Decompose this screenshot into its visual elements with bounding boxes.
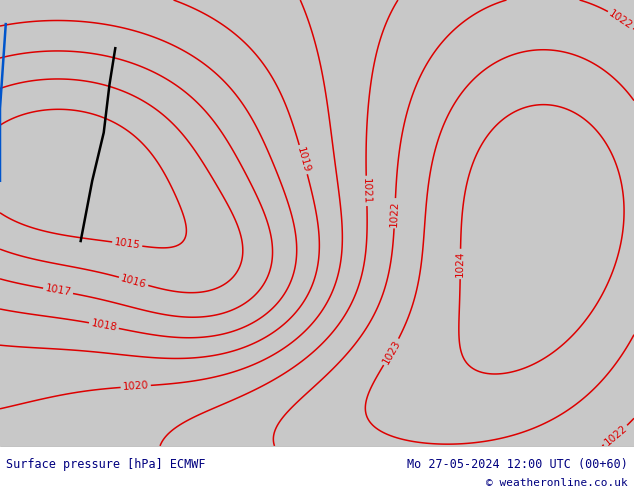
- Text: Surface pressure [hPa] ECMWF: Surface pressure [hPa] ECMWF: [6, 458, 206, 471]
- Text: 1022: 1022: [389, 200, 401, 227]
- Text: 1016: 1016: [120, 273, 148, 290]
- Text: 1015: 1015: [113, 237, 141, 251]
- Text: 1018: 1018: [90, 318, 118, 333]
- Text: 1019: 1019: [295, 146, 312, 173]
- Text: 1017: 1017: [44, 284, 72, 298]
- Text: 1020: 1020: [122, 381, 149, 392]
- Text: 1021: 1021: [361, 177, 372, 204]
- Text: 1023: 1023: [380, 338, 402, 366]
- Text: Mo 27-05-2024 12:00 UTC (00+60): Mo 27-05-2024 12:00 UTC (00+60): [407, 458, 628, 471]
- Text: 1022: 1022: [602, 423, 629, 448]
- Text: © weatheronline.co.uk: © weatheronline.co.uk: [486, 478, 628, 488]
- Text: 1022: 1022: [607, 8, 634, 31]
- Text: 1024: 1024: [455, 251, 465, 277]
